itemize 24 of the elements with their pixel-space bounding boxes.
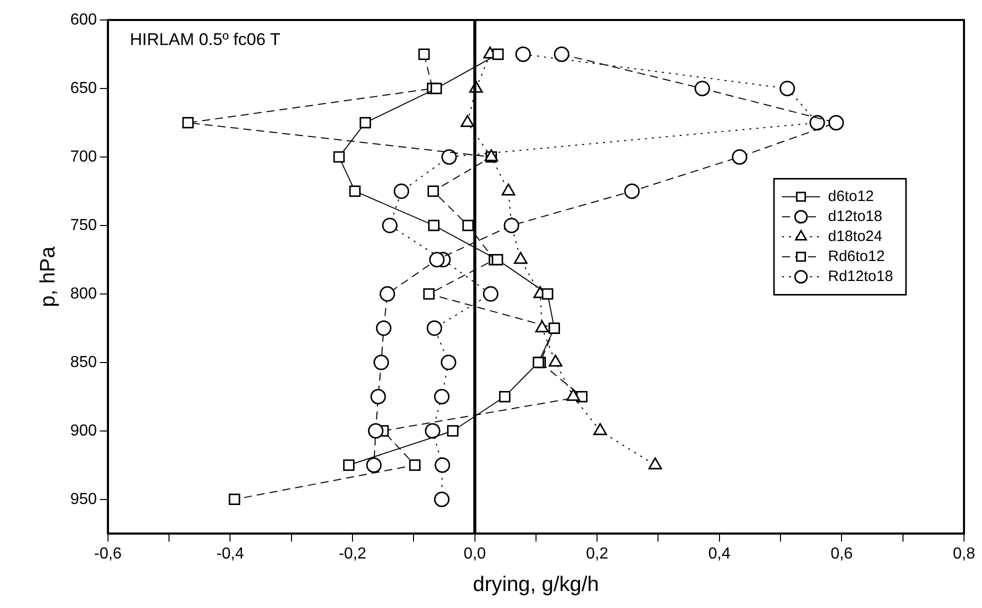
legend-label: Rd6to12 [828,248,885,265]
y-axis-title: p, hPa [36,246,60,308]
y-tick-label: 750 [70,216,97,234]
legend-label: Rd12to18 [828,268,894,285]
text: HIRLAM 0.5º fc06 T [130,30,280,50]
y-tick-label: 650 [70,80,97,97]
legend-label: d12to18 [828,208,882,225]
legend-label: d18to24 [828,228,882,245]
y-tick-label: 950 [70,490,97,508]
y-tick-label: 700 [70,148,97,166]
y-tick-label: 800 [70,285,97,302]
x-tick-label: -0,2 [338,546,366,563]
x-tick-label: 0,4 [708,546,731,563]
legend-label: d6to12 [828,188,874,205]
x-tick-label: 0,6 [830,546,853,563]
x-tick-label: -0,4 [216,546,244,563]
x-tick-label: -0,6 [94,546,122,563]
y-tick-label: 600 [70,11,97,28]
x-axis-title: drying, g/kg/h [472,573,599,596]
x-tick-label: 0,0 [464,546,486,563]
x-tick-label: 0,2 [586,546,608,563]
x-tick-label: 0,8 [952,546,976,563]
y-tick-label: 850 [70,354,97,371]
y-tick-label: 900 [70,422,97,440]
